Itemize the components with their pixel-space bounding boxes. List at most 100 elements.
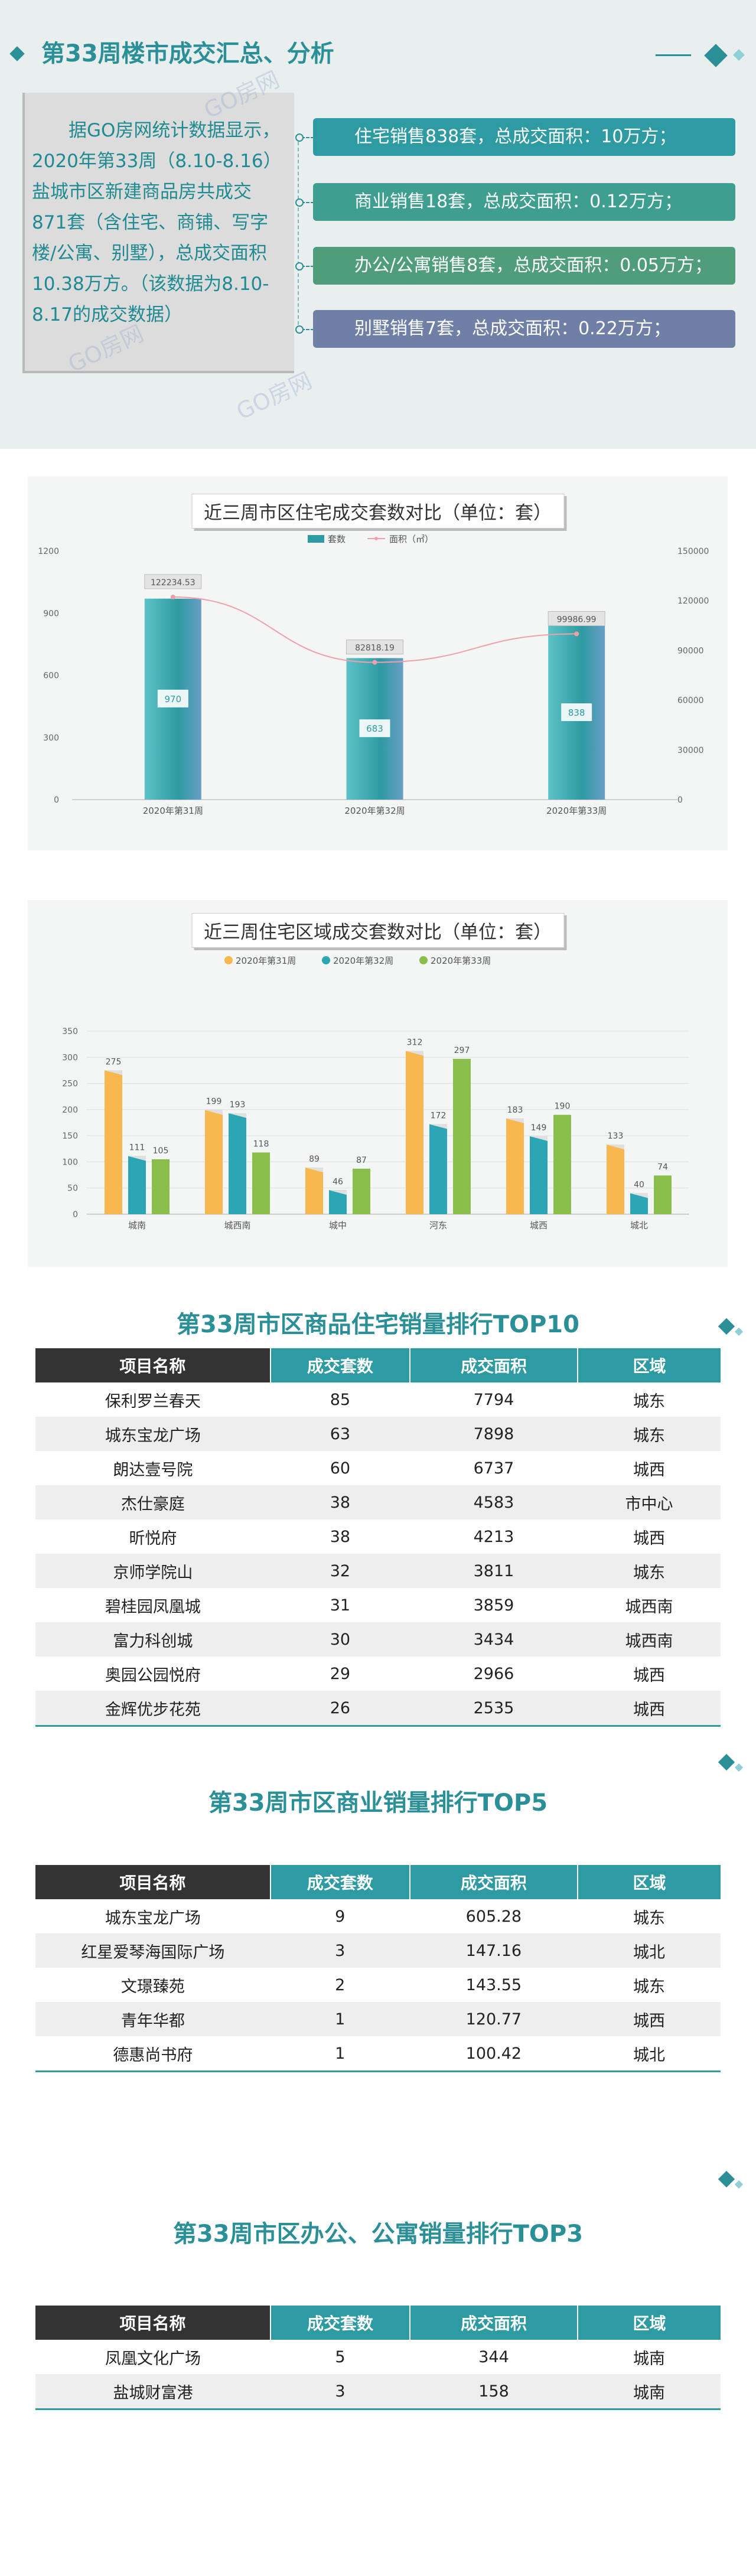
cell-units: 63 <box>270 1417 410 1451</box>
table-row: 昕悦府 38 4213 城西 <box>35 1519 721 1554</box>
bar-value-label: 87 <box>356 1156 367 1165</box>
diamond-icon <box>734 1763 744 1772</box>
chart-panel-weekly: 近三周市区住宅成交套数对比（单位：套） 套数 面积（㎡） 0 300 600 900 120… <box>28 476 728 850</box>
header-area: 成交面积 <box>409 1865 578 1899</box>
diamond-icon <box>734 2180 744 2189</box>
legend-label: 面积（㎡） <box>389 534 434 544</box>
bar <box>429 1124 447 1214</box>
cell-district: 市中心 <box>577 1485 721 1519</box>
header-project: 项目名称 <box>35 2306 271 2340</box>
cell-units: 29 <box>270 1657 410 1691</box>
cell-district: 城西南 <box>577 1588 721 1622</box>
bar-shadow <box>406 1051 423 1056</box>
bar-shadow <box>506 1118 524 1123</box>
cell-project: 盐城财富港 <box>35 2374 271 2409</box>
bar-value-label: 89 <box>309 1155 320 1164</box>
cell-project: 城东宝龙广场 <box>35 1417 271 1451</box>
table-row: 城东宝龙广场 63 7898 城东 <box>35 1417 721 1451</box>
bar-value-label: 193 <box>230 1100 246 1110</box>
bar <box>654 1175 672 1214</box>
bar-value-label: 275 <box>106 1057 122 1067</box>
summary-text: 据GO房网统计数据显示，2020年第33周（8.10-8.16）盐城市区新建商品… <box>22 93 294 373</box>
bar-value-label: 74 <box>657 1162 668 1172</box>
legend-swatch-bar <box>308 535 324 543</box>
table-row: 杰仕豪庭 38 4583 市中心 <box>35 1485 721 1519</box>
cell-area: 2966 <box>409 1657 578 1691</box>
bar <box>353 1168 370 1214</box>
x-tick-label: 城北 <box>630 1220 648 1231</box>
bar-shadow <box>128 1156 146 1161</box>
cell-project: 青年华都 <box>35 2002 271 2036</box>
bar <box>205 1110 223 1214</box>
table-row: 金辉优步花苑 26 2535 城西 <box>35 1691 721 1726</box>
bar-shadow <box>229 1113 246 1119</box>
district-bar-chart: 2020年第31周 2020年第32周 2020年第33周 0 50 100 150 200 2… <box>62 956 689 1231</box>
cell-project: 奥园公园悦府 <box>35 1657 271 1691</box>
connector-dash <box>301 266 314 267</box>
weekly-combo-chart: 套数 面积（㎡） 0 300 600 900 1200 0 30000 60000 90000 120… <box>38 534 709 816</box>
y-tick-label: 300 <box>43 733 59 743</box>
cell-area: 605.28 <box>409 1899 578 1933</box>
cell-project: 金辉优步花苑 <box>35 1691 271 1726</box>
table1: 项目名称 成交套数 成交面积 区域 保利罗兰春天 85 7794 城东 城东宝龙广场 63… <box>35 1348 721 1727</box>
header-area: 成交面积 <box>409 2306 578 2340</box>
bar-shadow <box>105 1070 122 1075</box>
legend-label: 套数 <box>328 534 346 544</box>
header-units: 成交套数 <box>269 1865 410 1899</box>
cell-area: 4213 <box>409 1519 578 1554</box>
bar-shadow <box>305 1168 323 1173</box>
bar <box>406 1051 423 1214</box>
cell-units: 85 <box>270 1382 410 1417</box>
bar-value-label: 970 <box>165 694 182 705</box>
legend-swatch <box>419 956 428 964</box>
summary-section: 第33周楼市成交汇总、分析 据GO房网统计数据显示，2020年第33周（8.10… <box>0 0 756 449</box>
cell-district: 城东 <box>578 1899 721 1933</box>
cell-area: 3434 <box>409 1622 578 1657</box>
cell-area: 7794 <box>409 1382 578 1417</box>
cell-units: 32 <box>270 1554 410 1588</box>
bar <box>607 1144 624 1214</box>
cell-units: 3 <box>270 2374 410 2409</box>
cell-district: 城东 <box>577 1417 721 1451</box>
bar <box>105 1070 122 1214</box>
table-header-row: 项目名称 成交套数 成交面积 区域 <box>35 1865 721 1899</box>
legend-swatch <box>322 956 330 964</box>
x-tick-label: 河东 <box>429 1220 447 1231</box>
data-label-box <box>359 719 390 738</box>
bar-value-label: 190 <box>555 1102 571 1111</box>
cell-units: 60 <box>270 1451 410 1485</box>
y-tick-label: 250 <box>62 1080 78 1089</box>
bar-value-label: 199 <box>206 1097 222 1107</box>
bar <box>553 1114 571 1214</box>
y-tick-label: 350 <box>62 1027 78 1036</box>
cell-district: 城西 <box>578 2002 721 2036</box>
bar-shadow <box>429 1124 447 1129</box>
cell-project: 城东宝龙广场 <box>35 1899 271 1933</box>
chart-title: 近三周住宅区域成交套数对比（单位：套） <box>191 913 564 948</box>
summary-item-villa: 别墅销售7套，总成交面积：0.22万方； <box>313 310 735 348</box>
table-row: 富力科创城 30 3434 城西南 <box>35 1622 721 1657</box>
y-tick-label: 0 <box>73 1210 78 1219</box>
table-row: 文璟臻苑 2 143.55 城东 <box>35 1968 721 2002</box>
bar-value-label: 118 <box>253 1139 269 1149</box>
cell-units: 5 <box>270 2340 410 2374</box>
table-row: 德惠尚书府 1 100.42 城北 <box>35 2036 721 2072</box>
diamond-icon <box>718 1753 735 1771</box>
connector-dash <box>301 137 314 138</box>
connector-dot <box>295 133 304 142</box>
y-tick-label: 100 <box>62 1157 78 1167</box>
table3-title: 第33周市区办公、公寓销量排行TOP3 <box>172 2220 584 2248</box>
y-tick-label: 200 <box>62 1106 78 1115</box>
y2-tick-label: 120000 <box>677 596 709 606</box>
y-tick-label: 300 <box>62 1053 78 1062</box>
cell-units: 38 <box>270 1485 410 1519</box>
bar <box>229 1113 246 1214</box>
line-point <box>170 594 175 599</box>
cell-area: 344 <box>410 2340 578 2374</box>
header-project: 项目名称 <box>35 1348 271 1382</box>
x-tick-label: 城西南 <box>224 1220 250 1231</box>
cell-area: 6737 <box>409 1451 578 1485</box>
cell-project: 文璟臻苑 <box>35 1968 271 2002</box>
decorative-line <box>656 54 691 56</box>
bar-value-label: 312 <box>407 1038 423 1048</box>
